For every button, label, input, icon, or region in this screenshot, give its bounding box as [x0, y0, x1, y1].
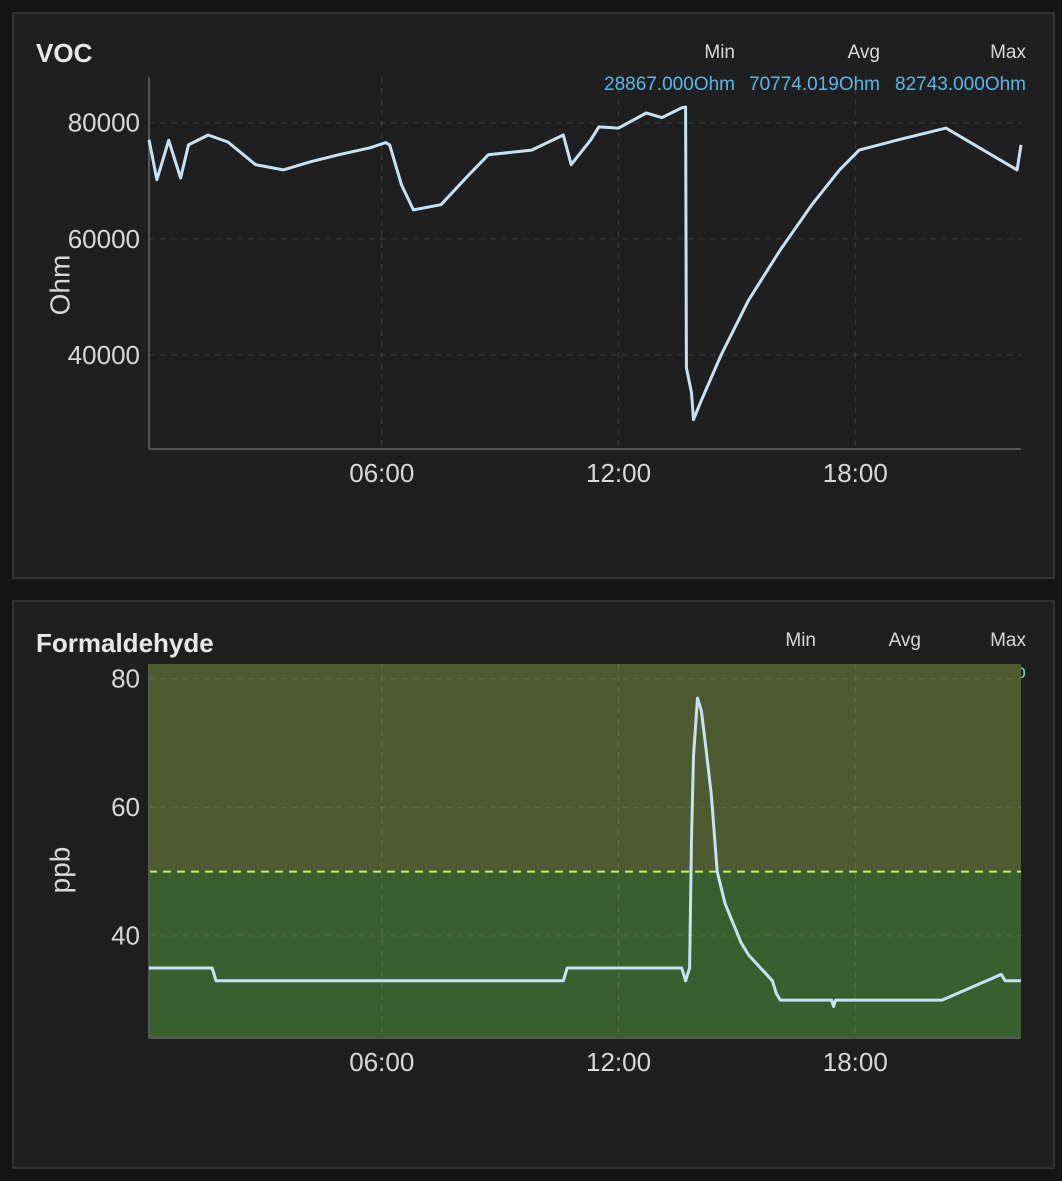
y-axis-label: Ohm [44, 255, 75, 316]
threshold-region [149, 871, 1021, 1038]
x-tick-label: 06:00 [349, 458, 414, 488]
y-tick-label: 40000 [68, 340, 140, 370]
legend-value: 70774.019Ohm [749, 74, 880, 95]
legend-header: Max [990, 42, 1026, 63]
y-tick-label: 60000 [68, 224, 140, 254]
legend-header: Max [990, 630, 1026, 651]
legend-value: 82743.000Ohm [895, 74, 1026, 95]
x-tick-label: 18:00 [823, 458, 888, 488]
x-tick-label: 06:00 [349, 1047, 414, 1077]
y-axis-label: ppb [44, 847, 75, 894]
panel-title: VOC [36, 38, 93, 68]
y-tick-label: 40 [111, 921, 140, 951]
legend-header: Min [785, 630, 816, 651]
y-tick-label: 80000 [68, 108, 140, 138]
x-tick-label: 12:00 [586, 1047, 651, 1077]
y-tick-label: 60 [111, 792, 140, 822]
threshold-region [149, 664, 1021, 872]
x-tick-label: 18:00 [823, 1047, 888, 1077]
legend-header: Avg [889, 630, 921, 651]
legend-header: Min [704, 42, 735, 63]
panel [12, 12, 1055, 579]
x-tick-label: 12:00 [586, 458, 651, 488]
y-tick-label: 80 [111, 664, 140, 694]
legend-header: Avg [848, 42, 880, 63]
legend-value: 28867.000Ohm [604, 74, 735, 95]
series-line [149, 696, 1021, 1008]
series-line [147, 105, 1023, 422]
panel-title: Formaldehyde [36, 628, 214, 658]
